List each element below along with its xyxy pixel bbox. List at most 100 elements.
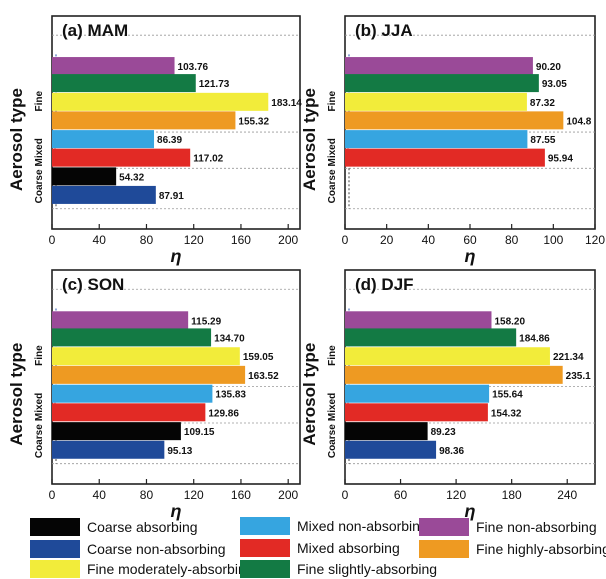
bar bbox=[345, 422, 428, 441]
data-label: 95.13 bbox=[167, 446, 192, 457]
data-label: 159.05 bbox=[243, 352, 274, 363]
legend-item-coarse-absorbing: Coarse absorbing bbox=[30, 517, 198, 537]
data-label: 87.32 bbox=[530, 98, 555, 109]
data-label: 158.20 bbox=[494, 316, 525, 327]
data-label: 86.39 bbox=[157, 135, 182, 146]
x-tick-label: 200 bbox=[278, 488, 298, 502]
x-tick-label: 120 bbox=[446, 488, 466, 502]
bar bbox=[345, 57, 533, 76]
group-label: Mixed bbox=[34, 393, 45, 421]
bar bbox=[345, 440, 437, 459]
legend: Coarse absorbing Coarse non-absorbing Fi… bbox=[0, 512, 606, 579]
group-label: Mixed bbox=[34, 138, 45, 166]
legend-swatch bbox=[240, 517, 290, 535]
data-label: 184.86 bbox=[519, 333, 550, 344]
data-label: 103.76 bbox=[178, 62, 209, 73]
legend-swatch bbox=[419, 518, 469, 536]
data-label: 104.8 bbox=[566, 116, 591, 127]
bar bbox=[345, 365, 563, 384]
x-tick-label: 40 bbox=[93, 488, 107, 502]
bar bbox=[345, 111, 564, 130]
group-label: Mixed bbox=[327, 138, 338, 166]
data-label: 98.36 bbox=[439, 446, 464, 457]
legend-swatch bbox=[419, 540, 469, 558]
data-label: 221.34 bbox=[553, 352, 584, 363]
bar bbox=[345, 347, 550, 366]
bar bbox=[345, 403, 488, 422]
data-label: 183.14 bbox=[271, 98, 302, 109]
x-tick-label: 0 bbox=[49, 488, 56, 502]
data-label: 90.20 bbox=[536, 62, 561, 73]
bar bbox=[345, 74, 539, 93]
bar bbox=[52, 167, 117, 186]
x-tick-label: 180 bbox=[502, 488, 522, 502]
y-axis-label: Aerosol type bbox=[300, 343, 319, 446]
x-tick-label: 240 bbox=[557, 488, 577, 502]
bar bbox=[52, 347, 240, 366]
data-label: 95.94 bbox=[548, 154, 573, 165]
x-tick-label: 80 bbox=[140, 488, 154, 502]
bar bbox=[52, 311, 189, 330]
y-axis-label: Aerosol type bbox=[7, 88, 26, 191]
bar bbox=[345, 311, 492, 330]
bar bbox=[52, 365, 246, 384]
group-label: Coarse bbox=[34, 169, 45, 203]
bar bbox=[52, 403, 206, 422]
bar bbox=[52, 92, 269, 111]
data-label: 109.15 bbox=[184, 427, 215, 438]
legend-label: Fine highly-absorbing bbox=[476, 541, 606, 557]
legend-swatch bbox=[240, 539, 290, 557]
legend-swatch bbox=[240, 560, 290, 578]
bar bbox=[52, 422, 181, 441]
data-label: 87.55 bbox=[530, 135, 555, 146]
x-tick-label: 120 bbox=[585, 233, 605, 247]
x-axis-label: η bbox=[171, 501, 182, 521]
legend-label: Fine moderately-absorbing bbox=[87, 561, 254, 577]
x-tick-label: 100 bbox=[543, 233, 563, 247]
data-label: 235.1 bbox=[566, 371, 591, 382]
bar bbox=[52, 384, 213, 403]
x-tick-label: 200 bbox=[278, 233, 298, 247]
panel-title: (d) DJF bbox=[355, 275, 414, 294]
x-tick-label: 20 bbox=[380, 233, 394, 247]
bar bbox=[52, 57, 175, 76]
group-label: Fine bbox=[327, 90, 338, 111]
x-tick-label: 0 bbox=[342, 233, 349, 247]
x-tick-label: 40 bbox=[93, 233, 107, 247]
bar bbox=[52, 440, 165, 459]
data-label: 135.83 bbox=[215, 390, 246, 401]
legend-item-fine-moderately-absorbing: Fine moderately-absorbing bbox=[30, 559, 254, 579]
legend-swatch bbox=[30, 540, 80, 558]
bar bbox=[52, 328, 212, 347]
x-tick-label: 0 bbox=[49, 233, 56, 247]
y-axis-label: Aerosol type bbox=[7, 343, 26, 446]
legend-item-fine-slightly-absorbing: Fine slightly-absorbing bbox=[240, 559, 437, 579]
panel-title: (a) MAM bbox=[62, 21, 128, 40]
legend-item-mixed-absorbing: Mixed absorbing bbox=[240, 538, 400, 558]
bar bbox=[52, 111, 236, 130]
x-tick-label: 60 bbox=[463, 233, 477, 247]
x-axis-label: η bbox=[465, 501, 476, 521]
x-tick-label: 120 bbox=[184, 488, 204, 502]
x-tick-label: 40 bbox=[422, 233, 436, 247]
panel-title: (b) JJA bbox=[355, 21, 413, 40]
data-label: 134.70 bbox=[214, 333, 245, 344]
data-label: 155.64 bbox=[492, 390, 523, 401]
group-label: Coarse bbox=[327, 424, 338, 458]
group-label: Fine bbox=[327, 345, 338, 366]
x-tick-label: 160 bbox=[231, 488, 251, 502]
x-tick-label: 80 bbox=[505, 233, 519, 247]
bar bbox=[345, 130, 528, 149]
bar bbox=[345, 148, 545, 167]
group-label: Coarse bbox=[327, 169, 338, 203]
x-tick-label: 120 bbox=[184, 233, 204, 247]
data-label: 163.52 bbox=[248, 371, 279, 382]
legend-label: Coarse non-absorbing bbox=[87, 541, 226, 557]
data-label: 54.32 bbox=[119, 172, 144, 183]
group-label: Coarse bbox=[34, 424, 45, 458]
data-label: 115.29 bbox=[191, 316, 221, 327]
legend-swatch bbox=[30, 518, 80, 536]
